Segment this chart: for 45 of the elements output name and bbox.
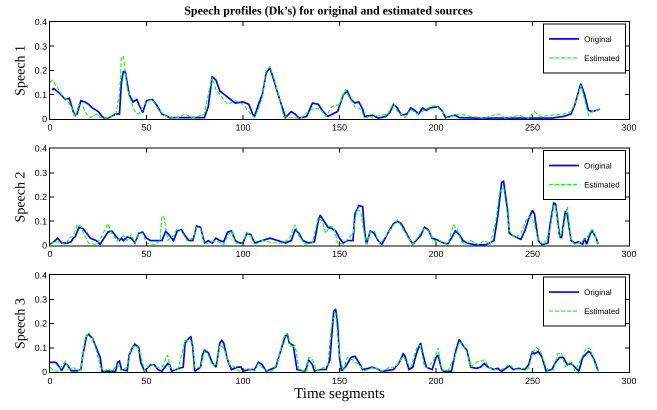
y-tick-label: 0.4 <box>34 270 48 280</box>
y-tick-label: 0.3 <box>34 168 48 178</box>
x-tick-label: 200 <box>428 376 444 386</box>
x-tick-label: 150 <box>332 122 348 133</box>
y-tick-label: 0 <box>42 367 48 378</box>
x-tick-label: 150 <box>332 376 348 386</box>
y-tick-label: 0.1 <box>34 342 48 353</box>
legend-label: Estimated <box>584 307 620 316</box>
y-axis-title: Speech 2 <box>13 172 28 222</box>
legend-label: Original <box>584 288 612 298</box>
y-tick-label: 0.4 <box>34 17 48 28</box>
x-tick-label: 250 <box>524 122 540 133</box>
legend-label: Estimated <box>584 54 620 64</box>
x-tick-label: 200 <box>428 122 444 133</box>
x-tick-label: 100 <box>235 122 251 133</box>
x-tick-label: 250 <box>524 376 540 386</box>
chart-title: Speech profiles (Dk’s) for original and estimated sources <box>184 4 474 18</box>
y-tick-label: 0 <box>42 240 48 251</box>
x-tick-label: 50 <box>141 376 152 386</box>
y-tick-label: 0.1 <box>34 90 48 100</box>
x-tick-label: 300 <box>621 249 637 260</box>
y-axis-title: Speech 3 <box>13 298 28 350</box>
x-tick-label: 50 <box>141 249 152 260</box>
x-tick-label: 150 <box>332 249 348 260</box>
y-tick-label: 0 <box>42 114 48 124</box>
x-tick-label: 200 <box>428 249 444 260</box>
x-tick-label: 50 <box>141 122 152 133</box>
x-tick-label: 300 <box>621 122 637 133</box>
x-tick-label: 250 <box>524 249 540 260</box>
y-tick-label: 0.3 <box>34 294 48 305</box>
x-tick-label: 300 <box>621 376 637 386</box>
y-tick-label: 0.2 <box>34 318 48 329</box>
legend-label: Original <box>584 35 612 44</box>
y-axis-title: Speech 1 <box>13 44 28 96</box>
y-tick-label: 0.2 <box>34 66 48 76</box>
y-tick-label: 0.2 <box>34 192 48 202</box>
x-axis-title: Time segments <box>294 386 386 402</box>
x-tick-label: 100 <box>235 376 251 386</box>
legend-label: Estimated <box>584 180 620 190</box>
legend-label: Original <box>584 162 612 171</box>
y-tick-label: 0.4 <box>34 144 48 154</box>
y-tick-label: 0.1 <box>34 216 48 226</box>
y-tick-label: 0.3 <box>34 41 48 52</box>
x-tick-label: 100 <box>235 249 251 260</box>
line-series <box>51 67 601 119</box>
